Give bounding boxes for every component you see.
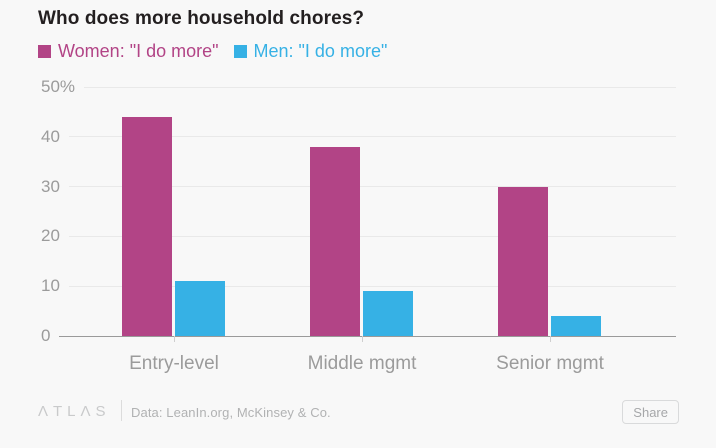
data-source-label: Data: LeanIn.org, McKinsey & Co.	[131, 405, 331, 420]
legend-label: Men: "I do more"	[253, 41, 388, 61]
bar-men-3	[551, 316, 601, 336]
plot-area	[62, 87, 676, 336]
y-axis-tick-label: 0	[41, 326, 51, 345]
bar-women-2	[310, 147, 360, 336]
x-axis-line	[59, 335, 676, 337]
legend-swatch-icon	[233, 45, 247, 58]
x-axis-tick	[174, 336, 175, 342]
gridline	[68, 136, 676, 138]
footer-divider	[121, 400, 122, 421]
legend-label: Women: "I do more"	[58, 41, 219, 61]
y-axis-tick-label: 30	[41, 176, 60, 196]
gridline	[68, 285, 676, 287]
bar-men-2	[363, 291, 413, 336]
chart-title: Who does more household chores?	[38, 8, 365, 29]
x-axis-category-label: Senior mgmt	[496, 353, 604, 374]
legend-swatch-icon	[38, 45, 51, 58]
bar-women-1	[122, 117, 172, 336]
legend: Women: "I do more" Men: "I do more"	[38, 41, 387, 62]
legend-item-men: Men: "I do more"	[233, 41, 388, 62]
legend-item-women: Women: "I do more"	[38, 41, 219, 62]
x-axis-category-label: Middle mgmt	[307, 353, 417, 374]
y-axis-tick-label: 50%	[41, 77, 76, 96]
y-axis-tick-label: 10	[41, 276, 60, 296]
x-axis-tick	[362, 336, 363, 342]
y-axis-tick-label: 40	[41, 126, 60, 146]
bar-women-3	[498, 187, 548, 336]
x-axis-tick	[550, 336, 551, 342]
share-button[interactable]: Share	[622, 400, 679, 424]
footer: ΛTLΛS Data: LeanIn.org, McKinsey & Co. S…	[0, 396, 716, 430]
gridline	[68, 186, 676, 188]
atlas-logo: ΛTLΛS	[38, 403, 111, 420]
gridline	[68, 235, 676, 237]
bar-men-1	[175, 281, 225, 336]
gridline	[84, 86, 676, 88]
y-axis-tick-label: 20	[41, 226, 60, 246]
x-axis-category-label: Entry-level	[129, 353, 219, 374]
